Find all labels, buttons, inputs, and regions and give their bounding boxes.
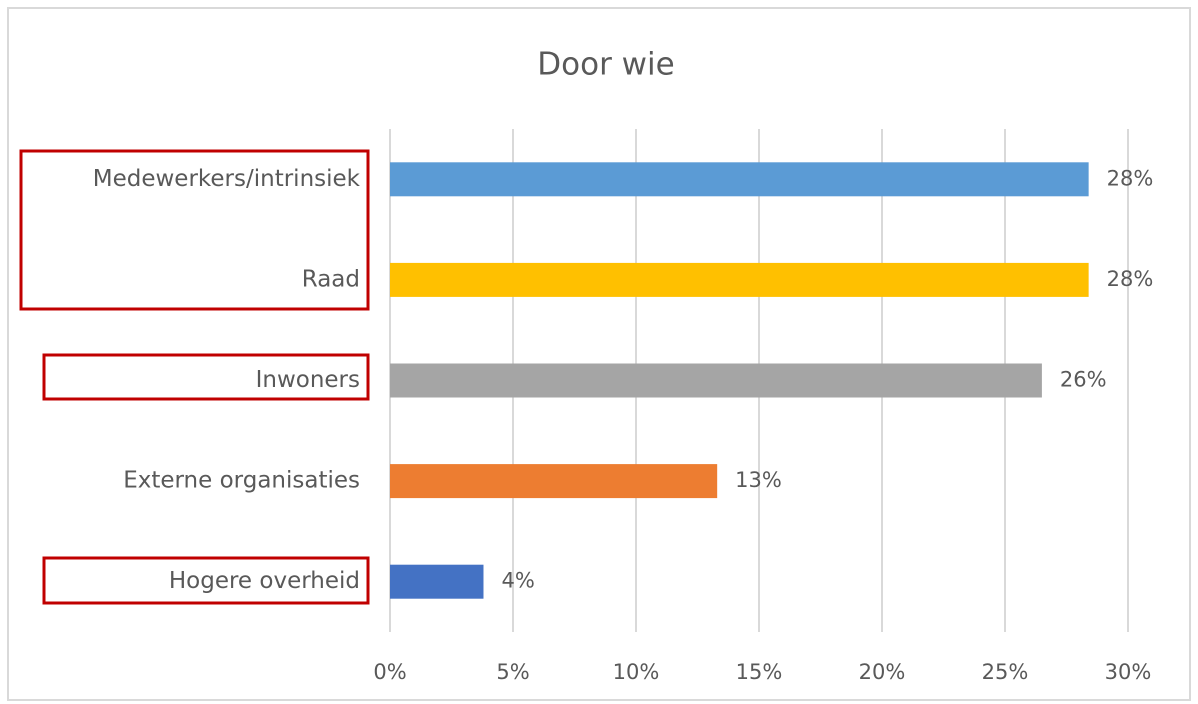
x-tick-label: 30%	[1105, 660, 1152, 684]
highlight-box	[42, 556, 370, 605]
bar	[390, 564, 484, 599]
chart-title: Door wie	[537, 47, 674, 83]
y-tick-label: Hogere overheid	[169, 568, 360, 594]
bar	[390, 262, 1089, 297]
y-tick-label: Medewerkers/intrinsiek	[93, 166, 361, 192]
bar	[390, 162, 1089, 197]
x-tick-label: 10%	[613, 660, 660, 684]
x-tick-label: 25%	[982, 660, 1029, 684]
x-tick-label: 0%	[373, 660, 406, 684]
y-tick-label: Externe organisaties	[123, 468, 360, 494]
x-tick-label: 20%	[859, 660, 906, 684]
data-label: 4%	[501, 569, 534, 593]
highlight-box	[19, 149, 370, 311]
highlight-box	[42, 353, 370, 401]
data-label: 26%	[1060, 368, 1107, 392]
y-tick-label: Raad	[302, 266, 360, 292]
data-label: 28%	[1107, 166, 1154, 190]
y-tick-label: Inwoners	[256, 367, 360, 393]
bar	[390, 363, 1042, 398]
x-tick-label: 5%	[496, 660, 529, 684]
data-label: 28%	[1107, 267, 1154, 291]
x-tick-label: 15%	[736, 660, 783, 684]
bar	[390, 464, 718, 499]
plot: 0% 5% 10% 15% 20% 25% 30% Medewerkers/intrinsie…	[93, 129, 1154, 684]
data-label: 13%	[735, 468, 782, 492]
